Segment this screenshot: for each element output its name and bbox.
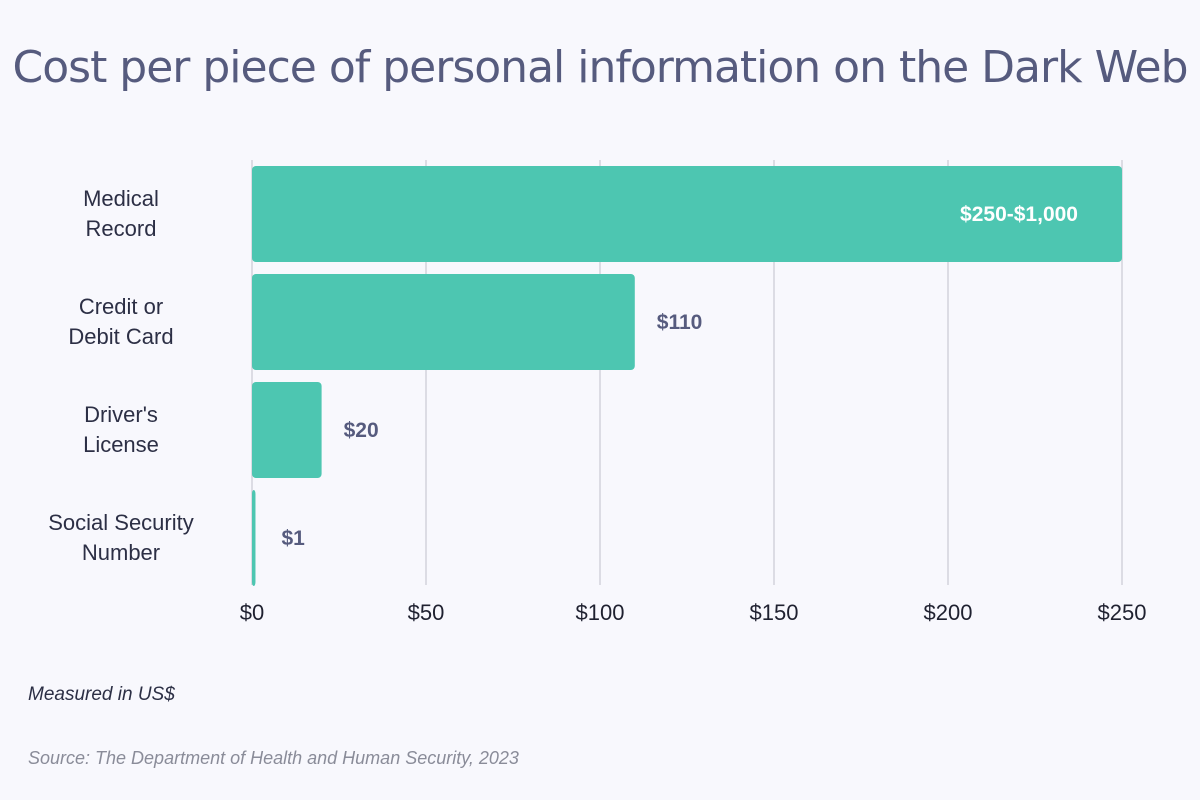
bar (252, 490, 256, 586)
source-note: Source: The Department of Health and Hum… (28, 748, 519, 768)
category-label: Debit Card (68, 324, 173, 349)
category-label: Record (86, 216, 157, 241)
category-label: License (83, 432, 159, 457)
chart-title: Cost per piece of personal information o… (12, 42, 1189, 93)
data-label: $110 (657, 311, 703, 334)
x-tick-label: $50 (408, 600, 445, 625)
unit-note: Measured in US$ (28, 684, 175, 705)
category-label: Driver's (84, 402, 158, 427)
x-tick-label: $250 (1098, 600, 1147, 625)
category-label: Medical (83, 186, 159, 211)
data-label: $250-$1,000 (960, 203, 1078, 226)
bar (252, 274, 635, 370)
bar (252, 382, 322, 478)
bar (252, 166, 1122, 262)
category-label: Credit or (79, 294, 163, 319)
x-tick-label: $100 (576, 600, 625, 625)
x-tick-label: $0 (240, 600, 264, 625)
category-label: Social Security (48, 510, 194, 535)
x-tick-label: $200 (924, 600, 973, 625)
x-tick-label: $150 (750, 600, 799, 625)
data-label: $20 (344, 419, 379, 442)
data-label: $1 (281, 527, 305, 550)
category-label: Number (82, 540, 160, 565)
